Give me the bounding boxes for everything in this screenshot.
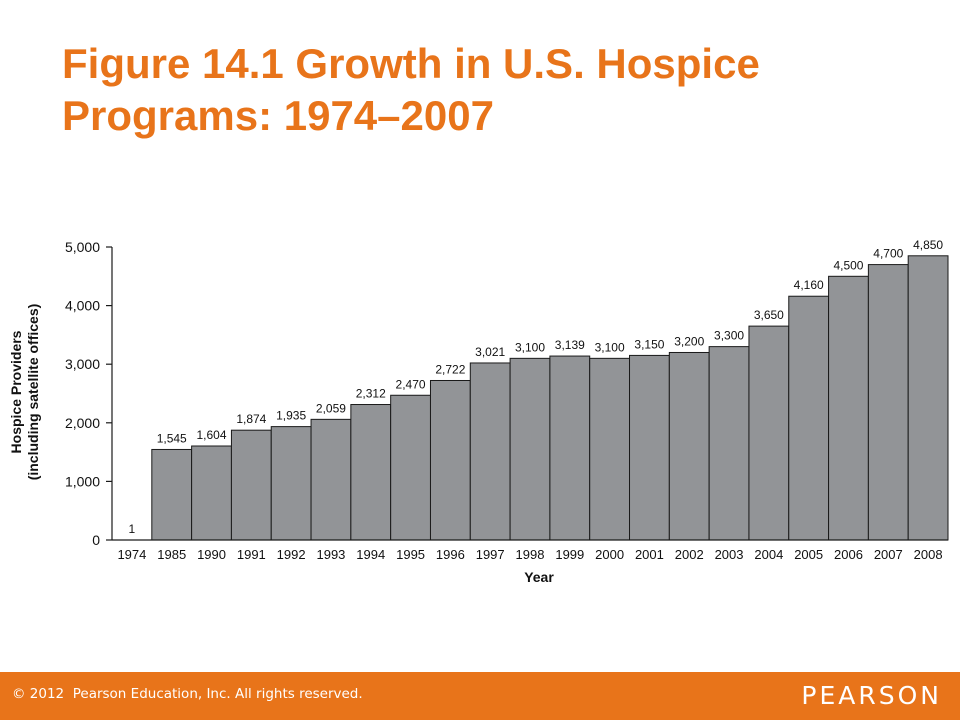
x-tick-label: 2000: [595, 547, 624, 562]
y-axis: 0 1,000 2,000 3,000 4,000 5,000: [65, 239, 113, 548]
y-axis-title-line-2: (including satellite offices): [25, 304, 41, 481]
slide-title: Figure 14.1 Growth in U.S. Hospice Progr…: [62, 40, 760, 139]
y-axis-title-line-1: Hospice Providers: [8, 330, 24, 453]
bar-value-label: 3,300: [714, 329, 744, 343]
bar-value-label: 2,470: [396, 377, 426, 391]
bar-value-label: 3,200: [674, 334, 704, 348]
x-tick-label: 1994: [356, 547, 385, 562]
x-tick-label: 2006: [834, 547, 863, 562]
bar-2007: [867, 264, 909, 541]
x-tick-label: 1991: [237, 547, 266, 562]
bar-2003: [708, 346, 750, 541]
y-tick-label: 2,000: [65, 415, 100, 431]
x-axis: 1974 1985 1990 1991 1992 1993 1994 1995 1996 1997…: [112, 539, 948, 562]
x-tick-label: 1995: [396, 547, 425, 562]
x-tick-label: 2004: [754, 547, 783, 562]
x-tick-label: 1993: [316, 547, 345, 562]
bar-value-label: 2,059: [316, 401, 346, 415]
x-tick-label: 1990: [197, 547, 226, 562]
bar-value-label: 4,160: [794, 278, 824, 292]
bar-value-label: 1: [129, 522, 136, 536]
bar-value-label: 1,545: [157, 431, 187, 445]
bar-2001: [629, 354, 670, 541]
bar-value-label: 3,100: [595, 340, 625, 354]
x-tick-label: 2007: [874, 547, 903, 562]
bar-value-label: 1,935: [276, 409, 306, 423]
bar-2008: [907, 255, 949, 541]
x-tick-label: 2001: [635, 547, 664, 562]
bar-1991: [230, 429, 272, 541]
pearson-logo: PEARSON: [801, 681, 942, 710]
x-tick-label: 2005: [794, 547, 823, 562]
bars: [151, 255, 949, 541]
bar-1999: [549, 355, 591, 541]
bar-1995: [390, 394, 431, 541]
x-tick-label: 1985: [157, 547, 186, 562]
bar-chart: Hospice Providers (including satellite o…: [0, 220, 960, 590]
x-tick-label: 1992: [277, 547, 306, 562]
bar-value-label: 4,700: [873, 247, 903, 261]
bar-1985: [151, 448, 193, 541]
x-axis-title: Year: [524, 569, 554, 585]
bar-value-label: 1,874: [236, 412, 266, 426]
bar-value-label: 4,850: [913, 238, 943, 252]
bar-value-label: 2,722: [435, 362, 465, 376]
bar-1998: [509, 357, 551, 541]
x-tick-label: 1997: [476, 547, 505, 562]
bar-2004: [748, 325, 790, 541]
y-tick-label: 3,000: [65, 356, 100, 372]
bar-1990: [191, 445, 232, 541]
bar-value-label: 1,604: [197, 428, 227, 442]
y-tick-label: 5,000: [65, 239, 100, 255]
bar-value-label: 2,312: [356, 387, 386, 401]
bar-value-label: 3,021: [475, 345, 505, 359]
bar-2000: [589, 357, 631, 541]
y-tick-label: 4,000: [65, 298, 100, 314]
bar-2006: [828, 275, 869, 541]
bar-value-label: 3,650: [754, 308, 784, 322]
x-tick-label: 1999: [555, 547, 584, 562]
bar-1993: [310, 418, 352, 541]
bar-1996: [429, 379, 471, 541]
x-tick-label: 2008: [914, 547, 943, 562]
bar-chart-svg: Hospice Providers (including satellite o…: [8, 238, 949, 585]
bar-1992: [270, 426, 312, 541]
y-tick-label: 0: [92, 532, 100, 548]
copyright-text: © 2012 Pearson Education, Inc. All right…: [12, 686, 363, 702]
bar-2005: [788, 295, 830, 541]
bar-2002: [668, 351, 710, 541]
x-tick-label: 1996: [436, 547, 465, 562]
value-labels: 1 1,545 1,604 1,874 1,935 2,059 2,312 2,470 2,72…: [129, 238, 944, 536]
x-tick-label: 2002: [675, 547, 704, 562]
bar-1994: [350, 404, 392, 541]
x-tick-label: 1998: [516, 547, 545, 562]
x-tick-label: 2003: [715, 547, 744, 562]
bar-value-label: 3,139: [555, 338, 585, 352]
y-tick-label: 1,000: [65, 473, 100, 489]
y-axis-title: Hospice Providers (including satellite o…: [8, 304, 41, 481]
bar-value-label: 3,150: [634, 337, 664, 351]
bar-1997: [469, 362, 511, 541]
bar-value-label: 4,500: [833, 258, 863, 272]
x-tick-label: 1974: [117, 547, 146, 562]
footer-bar: © 2012 Pearson Education, Inc. All right…: [0, 672, 960, 720]
bar-value-label: 3,100: [515, 340, 545, 354]
